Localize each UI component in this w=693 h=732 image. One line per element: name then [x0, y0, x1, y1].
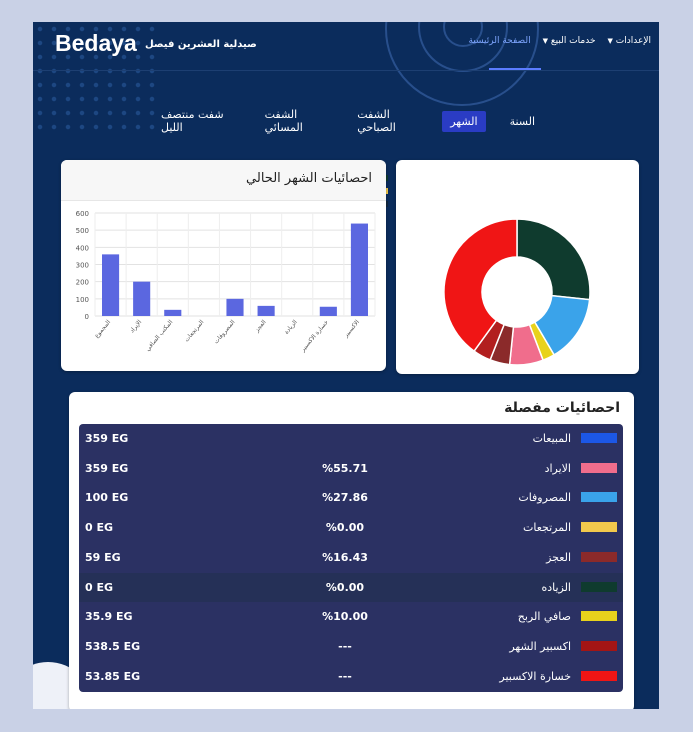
row-percent: ---	[338, 639, 352, 653]
bar[interactable]	[226, 298, 244, 316]
app-window: Bedaya صيدلية العشرين فيصل الصفحة الرئيس…	[33, 22, 659, 709]
y-tick-label: 600	[76, 210, 89, 218]
y-tick-label: 100	[76, 296, 89, 304]
row-percent: %0.00	[325, 521, 365, 535]
pharmacy-name: صيدلية العشرين فيصل	[145, 39, 257, 50]
table-row: 359 EG المبيعات	[79, 424, 623, 453]
table-row: 0 EG %0.00 الزياده	[79, 572, 623, 602]
tab-midnight-shift[interactable]: شفت منتصف الليل	[161, 108, 224, 134]
bar[interactable]	[257, 305, 275, 316]
x-tick-label: خسارة الاكسبير	[299, 319, 330, 354]
row-color-swatch	[581, 522, 617, 533]
brand-logo[interactable]: Bedaya	[55, 30, 137, 56]
row-percent: ---	[338, 669, 352, 683]
row-amount: 100 EG	[85, 491, 129, 505]
nav-menu: الصفحة الرئيسية ▼ خدمات البيع ▼ الإعدادا…	[468, 36, 651, 46]
y-tick-label: 200	[76, 279, 89, 287]
stats-table: 359 EG المبيعات 359 EG %55.71 الايراد 100 EG%…	[79, 424, 623, 692]
row-name: العجز	[546, 550, 571, 564]
row-name: خسارة الاكسبير	[499, 669, 571, 683]
top-navbar: Bedaya صيدلية العشرين فيصل الصفحة الرئيس…	[33, 22, 659, 70]
bar-chart-card: احصائيات الشهر الحالي 0 100 200 300 400 500 60…	[61, 160, 386, 371]
table-row: 0 EG %0.00 المرتجعات	[79, 513, 623, 542]
row-percent: %10.00	[322, 610, 368, 624]
x-tick-label: العجز	[253, 319, 268, 335]
table-row: 100 EG %27.86 المصروفات	[79, 483, 623, 512]
row-amount: 359 EG	[85, 461, 129, 475]
x-tick-label: الزيادة	[283, 319, 299, 336]
row-color-swatch	[581, 462, 617, 473]
row-color-swatch	[581, 433, 617, 443]
table-row: 59 EG %16.43 العجز	[79, 543, 623, 572]
table-row: 35.9 EG %10.00 صافي الربح	[79, 602, 623, 631]
bar[interactable]	[133, 281, 151, 316]
active-nav-indicator	[489, 68, 541, 70]
row-amount: 53.85 EG	[85, 669, 141, 683]
x-tick-label: المصروفات	[213, 319, 237, 346]
y-tick-label: 300	[76, 262, 89, 270]
row-name: اكسبير الشهر	[509, 639, 571, 653]
row-color-swatch	[581, 611, 617, 622]
donut-slice[interactable]	[443, 218, 518, 353]
row-color-swatch	[581, 670, 617, 681]
detail-card-title: احصائيات مفصلة	[504, 400, 620, 416]
row-color-swatch	[581, 581, 617, 592]
row-amount: 0 EG	[85, 580, 114, 594]
table-row: 538.5 EG --- اكسبير الشهر	[79, 632, 623, 661]
y-tick-label: 500	[76, 227, 89, 235]
donut-slice[interactable]	[516, 218, 591, 301]
caret-down-icon: ▼	[607, 37, 613, 45]
tab-evening-shift[interactable]: الشفت المسائي	[264, 108, 303, 134]
detailed-stats-card: احصائيات مفصلة 359 EG المبيعات 359 EG %55.7…	[69, 392, 634, 709]
bar[interactable]	[319, 306, 337, 316]
nav-settings-label: الإعدادات	[615, 36, 651, 46]
tab-year[interactable]: السنة	[509, 114, 535, 128]
bar[interactable]	[350, 223, 368, 316]
bar[interactable]	[164, 309, 182, 316]
nav-settings-dropdown[interactable]: ▼ الإعدادات	[608, 36, 651, 46]
row-color-swatch	[581, 551, 617, 562]
row-name: المرتجعات	[522, 521, 571, 535]
row-color-swatch	[581, 492, 617, 503]
row-amount: 35.9 EG	[85, 610, 133, 624]
period-tabs: السنة الشهر الشفت الصباحي الشفت المسائي …	[153, 104, 543, 138]
y-tick-label: 400	[76, 244, 89, 252]
caret-down-icon: ▼	[542, 37, 548, 45]
row-name: الايراد	[544, 461, 571, 475]
navbar-divider	[33, 70, 659, 71]
row-name: المصروفات	[518, 491, 571, 505]
row-percent: %16.43	[322, 550, 368, 564]
row-amount: 59 EG	[85, 550, 121, 564]
y-tick-label: 0	[85, 313, 89, 321]
x-tick-label: المرتجعات	[183, 319, 205, 344]
table-row: 53.85 EG --- خسارة الاكسبير	[79, 662, 623, 691]
row-amount: 538.5 EG	[85, 639, 141, 653]
row-amount: 359 EG	[85, 432, 129, 445]
nav-services-dropdown[interactable]: ▼ خدمات البيع	[543, 36, 596, 46]
row-percent: %27.86	[322, 491, 368, 505]
row-color-swatch	[581, 640, 617, 651]
row-amount: 0 EG	[85, 521, 114, 535]
nav-home-link[interactable]: الصفحة الرئيسية	[468, 36, 531, 46]
bar-chart: 0 100 200 300 400 500 600 المجموع الإيراد المكتب …	[76, 210, 376, 354]
bar[interactable]	[102, 254, 120, 316]
table-row: 359 EG %55.71 الايراد	[79, 454, 623, 483]
bar-card-header	[61, 160, 386, 201]
x-tick-label: المجموع	[93, 319, 112, 340]
x-tick-label: الإيراد	[129, 319, 144, 335]
row-name: صافي الربح	[517, 610, 571, 624]
nav-services-label: خدمات البيع	[550, 36, 596, 46]
row-name: المبيعات	[532, 432, 571, 445]
x-tick-label: الاكسبير	[342, 319, 361, 340]
tab-morning-shift[interactable]: الشفت الصباحي	[357, 108, 396, 134]
donut-chart	[443, 218, 591, 366]
row-percent: %55.71	[322, 461, 368, 475]
decorative-dots	[33, 22, 163, 132]
row-percent: %0.00	[325, 580, 365, 594]
bar-card-title: احصائيات الشهر الحالي	[246, 171, 372, 186]
row-name: الزياده	[541, 580, 571, 594]
x-tick-label: المكتب الصافي	[144, 319, 174, 353]
tab-month[interactable]: الشهر	[442, 110, 486, 132]
